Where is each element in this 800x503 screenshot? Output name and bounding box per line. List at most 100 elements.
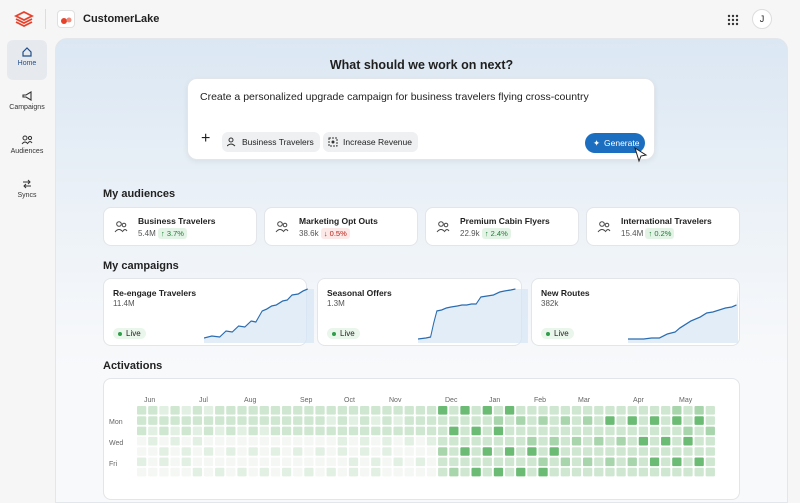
- month-label: Aug: [244, 397, 257, 404]
- activation-cell: [281, 467, 292, 477]
- nav-audiences[interactable]: Audiences: [6, 134, 48, 155]
- activation-cell: [605, 406, 615, 415]
- activation-cell: [371, 436, 381, 446]
- campaign-card[interactable]: New Routes 382k Live: [531, 278, 740, 346]
- campaign-card[interactable]: Re-engage Travelers 11.4M Live: [103, 278, 314, 346]
- activation-cell: [705, 447, 715, 456]
- activation-cell: [360, 457, 370, 467]
- activation-cell: [527, 467, 537, 477]
- avatar[interactable]: J: [752, 9, 772, 29]
- chip[interactable]: Business Travelers: [222, 132, 320, 152]
- activation-cell: [594, 436, 604, 446]
- campaign-card[interactable]: Seasonal Offers 1.3M Live: [317, 278, 528, 346]
- apps-menu[interactable]: [727, 13, 739, 31]
- activation-cell: [694, 406, 704, 415]
- activation-cell: [672, 426, 682, 436]
- audience-change: ↑ 0.2%: [645, 228, 675, 239]
- activation-cell: [304, 447, 314, 456]
- nav-label: Campaigns: [9, 104, 45, 111]
- activation-cell: [538, 426, 548, 436]
- activation-cell: [538, 457, 548, 467]
- campaign-name: Seasonal Offers: [327, 288, 392, 298]
- activation-cell: [449, 457, 459, 467]
- activation-cell: [203, 457, 214, 467]
- activation-cell: [493, 447, 504, 456]
- activation-cell: [226, 416, 236, 425]
- activation-cell: [683, 457, 693, 467]
- activation-cell: [672, 467, 682, 477]
- activation-cell: [393, 467, 403, 477]
- nav-campaigns[interactable]: Campaigns: [6, 90, 48, 111]
- activation-cell: [460, 467, 470, 477]
- activation-cell: [504, 457, 515, 467]
- activation-cell: [638, 416, 649, 425]
- activation-cell: [293, 457, 303, 467]
- activation-cell: [137, 416, 147, 425]
- activation-cell: [259, 436, 269, 446]
- audience-card[interactable]: International Travelers 15.4M ↑ 0.2%: [586, 207, 740, 246]
- activation-cell: [482, 447, 492, 456]
- activation-cell: [226, 436, 236, 446]
- activation-cell: [259, 457, 269, 467]
- activation-cell: [504, 416, 515, 425]
- activation-cell: [583, 447, 593, 456]
- activation-cell: [393, 436, 403, 446]
- activation-cell: [672, 457, 682, 467]
- add-button[interactable]: +: [201, 130, 211, 147]
- activation-cell: [248, 467, 258, 477]
- section-title: My campaigns: [103, 260, 179, 272]
- cursor: [634, 147, 648, 163]
- activation-cell: [583, 457, 593, 467]
- activation-cell: [471, 406, 481, 415]
- activation-cell: [404, 457, 414, 467]
- nav-label: Audiences: [10, 148, 44, 155]
- activation-cell: [504, 447, 515, 456]
- activation-cell: [215, 406, 225, 415]
- activation-cell: [348, 467, 359, 477]
- activation-cell: [616, 467, 626, 477]
- activation-cell: [360, 447, 370, 456]
- audience-card[interactable]: Marketing Opt Outs 38.6k ↓ 0.5%: [264, 207, 418, 246]
- generate-button[interactable]: ✦ Generate: [585, 133, 645, 153]
- nav-home[interactable]: Home: [6, 46, 48, 67]
- activation-cell: [549, 467, 559, 477]
- activation-cell: [170, 447, 180, 456]
- activation-cell: [605, 416, 615, 425]
- activation-cell: [170, 426, 180, 436]
- audience-size: 22.9k: [460, 229, 480, 238]
- activation-cell: [293, 426, 303, 436]
- chip[interactable]: Increase Revenue: [323, 132, 418, 152]
- activation-cell: [638, 436, 649, 446]
- activation-cell: [293, 436, 303, 446]
- activation-cell: [393, 416, 403, 425]
- activation-cell: [672, 436, 682, 446]
- activation-cell: [460, 426, 470, 436]
- activation-cell: [304, 467, 314, 477]
- activation-cell: [672, 406, 682, 415]
- activation-cell: [583, 426, 593, 436]
- activation-cell: [192, 406, 203, 415]
- month-label: Jun: [144, 397, 155, 404]
- logo: [13, 10, 35, 30]
- audience-card[interactable]: Premium Cabin Flyers 22.9k ↑ 2.4%: [425, 207, 579, 246]
- activation-cell: [203, 426, 214, 436]
- activation-cell: [415, 406, 426, 415]
- activation-cell: [248, 436, 258, 446]
- sparkline: [418, 288, 528, 343]
- prompt-input[interactable]: Create a personalized upgrade campaign f…: [200, 91, 589, 103]
- activation-cell: [371, 416, 381, 425]
- prompt-box[interactable]: Create a personalized upgrade campaign f…: [187, 78, 655, 160]
- nav-syncs[interactable]: Syncs: [6, 178, 48, 199]
- activation-cell: [549, 426, 559, 436]
- audience-name: Premium Cabin Flyers: [460, 216, 550, 226]
- audience-card[interactable]: Business Travelers 5.4M ↑ 3.7%: [103, 207, 257, 246]
- activation-cell: [237, 467, 247, 477]
- audience-change: ↑ 2.4%: [481, 228, 511, 239]
- activation-cell: [594, 406, 604, 415]
- activation-cell: [638, 457, 649, 467]
- activation-cell: [538, 467, 548, 477]
- activation-cell: [694, 436, 704, 446]
- activation-cell: [148, 467, 158, 477]
- activation-cell: [192, 426, 203, 436]
- activation-cell: [705, 467, 715, 477]
